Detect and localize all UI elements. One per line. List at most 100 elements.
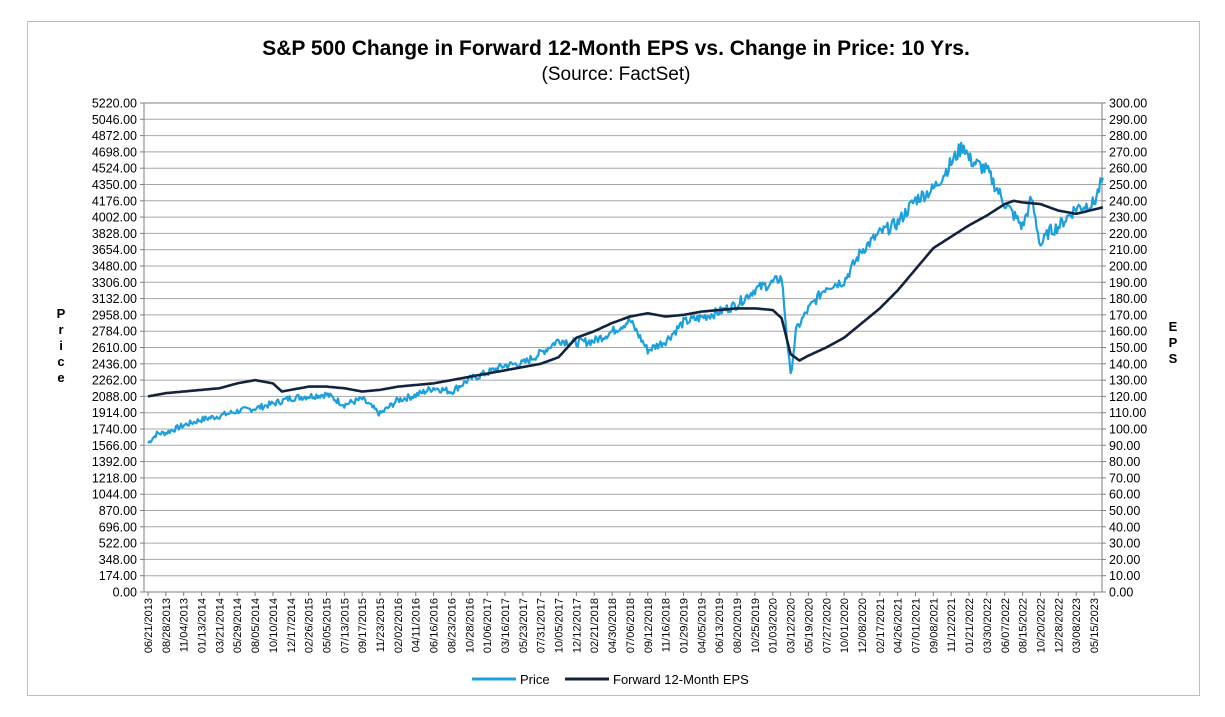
right-tick-label: 270.00: [1109, 145, 1147, 159]
x-tick-label: 06/13/2019: [714, 598, 726, 653]
x-tick-label: 04/05/2019: [696, 598, 708, 653]
x-tick-label: 03/16/2017: [500, 598, 512, 653]
x-tick-label: 12/28/2022: [1053, 598, 1065, 653]
left-tick-label: 696.00: [99, 520, 137, 534]
right-tick-label: 20.00: [1109, 553, 1140, 567]
chart-svg: S&P 500 Change in Forward 12-Month EPS v…: [57, 37, 1178, 687]
legend-price-label: Price: [520, 672, 550, 687]
right-tick-label: 30.00: [1109, 537, 1140, 551]
right-tick-label: 70.00: [1109, 471, 1140, 485]
left-tick-label: 5046.00: [92, 113, 137, 127]
x-tick-label: 01/29/2019: [678, 598, 690, 653]
left-tick-label: 2262.00: [92, 374, 137, 388]
x-tick-label: 01/13/2014: [197, 598, 209, 653]
eps-series-line: [147, 199, 1104, 398]
right-tick-label: 110.00: [1109, 406, 1146, 420]
x-tick-label: 10/25/2019: [750, 598, 762, 653]
left-tick-label: 3132.00: [92, 292, 137, 306]
left-tick-label: 4524.00: [92, 162, 137, 176]
x-tick-label: 09/17/2015: [357, 598, 369, 653]
right-tick-label: 170.00: [1109, 308, 1147, 322]
left-tick-label: 1914.00: [92, 406, 137, 420]
x-tick-label: 05/05/2015: [321, 598, 333, 653]
left-axis-ticks: 0.00 174.00 348.00 522.00 696.00 870.00 1044.0…: [92, 97, 144, 600]
right-tick-label: 40.00: [1109, 520, 1140, 534]
x-tick-label: 08/20/2019: [732, 598, 744, 653]
right-tick-label: 10.00: [1109, 569, 1140, 583]
left-tick-label: 4872.00: [92, 129, 137, 143]
x-tick-label: 08/23/2016: [446, 598, 458, 653]
x-tick-label: 07/31/2017: [536, 598, 548, 653]
x-tick-label: 04/11/2016: [411, 598, 423, 652]
series-lines: [147, 141, 1104, 444]
chart-subtitle: (Source: FactSet): [542, 64, 691, 85]
x-tick-label: 01/06/2017: [482, 598, 494, 653]
right-tick-label: 220.00: [1109, 227, 1147, 241]
left-tick-label: 0.00: [113, 586, 137, 600]
x-tick-label: 10/10/2014: [268, 598, 280, 653]
left-tick-label: 2958.00: [92, 308, 137, 322]
x-tick-label: 01/03/2020: [768, 598, 780, 653]
left-tick-label: 2088.00: [92, 390, 137, 404]
legend: Price Forward 12-Month EPS: [472, 672, 749, 687]
x-tick-label: 09/08/2021: [928, 598, 940, 653]
right-tick-label: 60.00: [1109, 488, 1140, 502]
x-tick-label: 10/20/2022: [1035, 598, 1047, 653]
x-tick-label: 10/05/2017: [554, 598, 566, 653]
left-tick-label: 3654.00: [92, 243, 137, 257]
right-tick-label: 140.00: [1109, 357, 1147, 371]
x-tick-label: 11/23/2015: [375, 598, 387, 652]
x-tick-label: 06/16/2016: [429, 598, 441, 653]
x-tick-label: 06/21/2013: [143, 598, 155, 653]
x-tick-label: 05/15/2023: [1089, 598, 1101, 653]
x-tick-label: 08/05/2014: [250, 598, 262, 653]
x-tick-label: 12/17/2014: [286, 598, 298, 653]
left-tick-label: 1218.00: [92, 471, 137, 485]
right-tick-label: 120.00: [1109, 390, 1147, 404]
x-tick-label: 01/21/2022: [964, 598, 976, 653]
x-tick-label: 05/23/2017: [518, 598, 530, 653]
right-tick-label: 280.00: [1109, 129, 1147, 143]
legend-eps-label: Forward 12-Month EPS: [613, 672, 749, 687]
right-tick-label: 260.00: [1109, 162, 1147, 176]
x-tick-label: 12/08/2020: [857, 598, 869, 653]
left-tick-label: 1566.00: [92, 439, 137, 453]
chart-frame: S&P 500 Change in Forward 12-Month EPS v…: [27, 21, 1200, 696]
left-tick-label: 174.00: [99, 569, 137, 583]
left-tick-label: 2436.00: [92, 357, 137, 371]
gridlines: [144, 118, 1102, 577]
x-tick-label: 05/29/2014: [232, 598, 244, 653]
x-tick-label: 10/28/2016: [464, 598, 476, 653]
right-tick-label: 150.00: [1109, 341, 1147, 355]
left-tick-label: 870.00: [99, 504, 137, 518]
x-tick-label: 04/30/2018: [607, 598, 619, 653]
x-tick-label: 11/16/2018: [661, 598, 673, 652]
left-tick-label: 4350.00: [92, 178, 137, 192]
price-series-line: [147, 141, 1104, 444]
right-axis-ticks: 0.00 10.00 20.00 30.00 40.00 50.00 60.00 70.00 8…: [1102, 97, 1147, 600]
right-tick-label: 290.00: [1109, 113, 1147, 127]
x-tick-label: 02/26/2015: [304, 598, 316, 653]
right-tick-label: 250.00: [1109, 178, 1147, 192]
right-tick-label: 130.00: [1109, 374, 1147, 388]
left-tick-label: 1740.00: [92, 423, 137, 437]
x-tick-label: 02/02/2016: [393, 598, 405, 653]
right-tick-label: 300.00: [1109, 97, 1147, 111]
x-tick-label: 03/12/2020: [786, 598, 798, 653]
x-tick-label: 07/13/2015: [339, 598, 351, 653]
left-tick-label: 1392.00: [92, 455, 137, 469]
x-tick-label: 02/17/2021: [875, 598, 887, 653]
right-tick-label: 100.00: [1109, 423, 1147, 437]
right-tick-label: 90.00: [1109, 439, 1140, 453]
left-tick-label: 4698.00: [92, 145, 137, 159]
x-tick-label: 03/21/2014: [214, 598, 226, 653]
x-tick-label: 06/07/2022: [1000, 598, 1012, 653]
right-tick-label: 240.00: [1109, 194, 1147, 208]
left-tick-label: 3306.00: [92, 276, 137, 290]
x-tick-label: 09/12/2018: [643, 598, 655, 653]
left-tick-label: 348.00: [99, 553, 137, 567]
right-tick-label: 80.00: [1109, 455, 1140, 469]
